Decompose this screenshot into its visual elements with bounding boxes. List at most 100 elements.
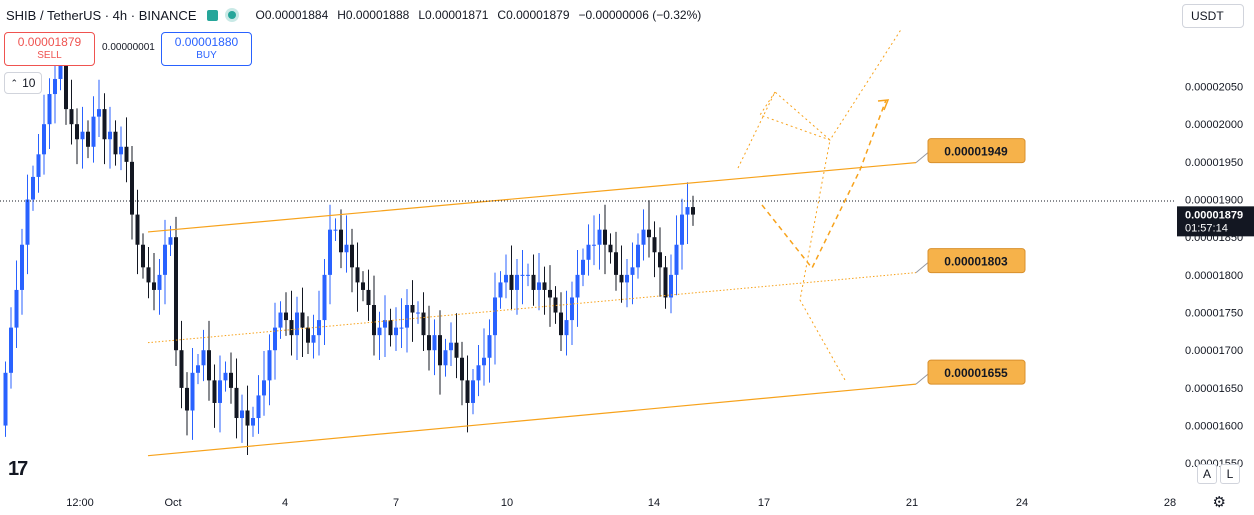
sell-button[interactable]: 0.00001879 SELL: [4, 32, 95, 66]
candle-body: [372, 305, 376, 336]
candle-body: [361, 282, 365, 290]
log-scale-button[interactable]: L: [1220, 464, 1240, 484]
candle-body: [300, 312, 305, 328]
candle-body: [443, 350, 448, 366]
channel-label-box: [927, 138, 1026, 164]
candle-body: [388, 320, 393, 336]
candle-body: [317, 320, 321, 336]
symbol-title[interactable]: SHIB / TetherUS · 4h · BINANCE: [6, 7, 197, 23]
candle-body: [344, 244, 349, 253]
x-tick-label: Oct: [164, 497, 181, 509]
candle-body: [647, 229, 651, 238]
y-tick-label: 0.00001650: [1185, 383, 1243, 395]
candle-body: [663, 267, 668, 298]
channel-label-text: 0.00001803: [944, 255, 1008, 269]
candle-body: [339, 229, 343, 253]
x-tick-label: 10: [501, 497, 513, 509]
candle-body: [36, 154, 41, 177]
candle-body: [559, 312, 563, 336]
market-status-icon: [206, 9, 218, 21]
channel-drawing: [147, 27, 917, 457]
candle-body: [190, 372, 195, 411]
candle-body: [619, 274, 624, 283]
candle-body: [119, 146, 123, 155]
candle-body: [454, 342, 459, 358]
buy-label: BUY: [196, 50, 217, 61]
y-tick-label: 0.00001800: [1185, 270, 1243, 282]
candle-body: [465, 380, 470, 403]
candle-body: [42, 124, 46, 155]
buy-button[interactable]: 0.00001880 BUY: [161, 32, 252, 66]
tradingview-logo[interactable]: 17: [8, 458, 28, 480]
candle-body: [31, 176, 35, 200]
y-tick-label: 0.00002000: [1185, 119, 1243, 131]
currency-selector[interactable]: USDT: [1182, 4, 1244, 28]
candle-body: [531, 274, 536, 290]
y-tick-label: 0.00001750: [1185, 308, 1243, 320]
chart-header: SHIB / TetherUS · 4h · BINANCE O0.000018…: [0, 0, 1170, 30]
candle-body: [47, 94, 52, 125]
x-tick-label: 12:00: [66, 497, 94, 509]
candle-body: [608, 244, 613, 253]
candle-body: [289, 320, 294, 336]
candle-body: [427, 335, 431, 351]
channel-label-box: [927, 359, 1026, 385]
collapse-legend-button[interactable]: ⌃ 10: [4, 72, 42, 94]
x-tick-label: 21: [906, 497, 918, 509]
candle-body: [86, 131, 90, 147]
candle-body: [146, 267, 151, 283]
candle-body: [306, 327, 310, 343]
legend-count: 10: [22, 76, 36, 90]
candle-body: [405, 305, 409, 328]
candle-body: [9, 327, 13, 373]
candle-body: [493, 297, 497, 336]
candle-body: [476, 365, 481, 381]
x-tick-label: 7: [393, 497, 399, 509]
gear-icon[interactable]: ⚙: [1212, 494, 1226, 511]
candle-body: [526, 274, 530, 276]
candle-body: [614, 252, 618, 275]
candle-body: [69, 109, 74, 125]
auto-scale-button[interactable]: A: [1197, 464, 1217, 484]
candle-body: [130, 161, 134, 215]
candle-body: [141, 244, 145, 268]
candle-body: [256, 395, 261, 419]
candlestick-series: [3, 43, 695, 455]
candle-body: [421, 312, 426, 336]
candle-body: [377, 327, 382, 336]
projection-path-upper-dotted: [759, 27, 903, 141]
channel-label-text: 0.00001949: [944, 145, 1008, 159]
candle-body: [658, 252, 662, 268]
y-tick-label: 0.00002050: [1185, 82, 1243, 94]
x-tick-label: 28: [1164, 497, 1176, 509]
spread-value: 0.00000001: [102, 42, 155, 53]
y-tick-label: 0.00001600: [1185, 421, 1243, 433]
x-tick-label: 4: [282, 497, 288, 509]
candle-body: [20, 244, 24, 290]
channel-upper-line: [147, 162, 917, 233]
candle-body: [201, 350, 206, 366]
candle-body: [97, 109, 101, 117]
candle-body: [267, 350, 272, 381]
ohlc-values: O0.00001884 H0.00001888 L0.00001871 C0.0…: [255, 8, 702, 22]
candle-body: [691, 207, 695, 215]
candle-body: [636, 244, 640, 268]
candle-body: [553, 297, 558, 313]
y-tick-label: 0.00001950: [1185, 157, 1243, 169]
projection-path-dotted: [737, 91, 846, 381]
candle-body: [586, 244, 591, 260]
candle-body: [234, 387, 239, 419]
candle-body: [108, 131, 112, 140]
candle-body: [80, 131, 85, 140]
x-tick-label: 17: [758, 497, 770, 509]
price-axis: 0.00002050 0.00002000 0.00001950 0.00001900…: [1177, 82, 1254, 470]
candle-body: [564, 320, 569, 336]
y-tick-label: 0.00001700: [1185, 345, 1243, 357]
chevron-up-icon: ⌃: [10, 77, 19, 88]
candle-body: [581, 259, 585, 275]
candle-body: [416, 312, 420, 314]
projection-path-dashed: [761, 99, 887, 270]
candle-body: [685, 207, 690, 215]
candle-body: [641, 229, 646, 245]
